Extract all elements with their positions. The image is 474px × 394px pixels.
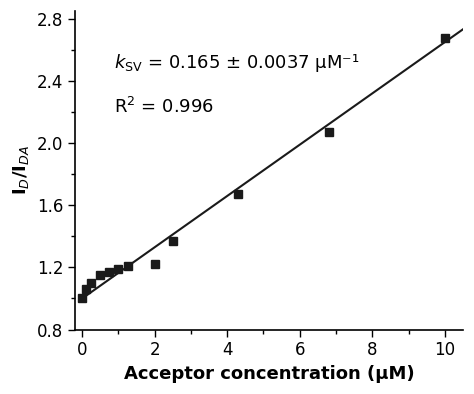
Text: $k_\mathregular{SV}$ = 0.165 ± 0.0037 μM⁻¹: $k_\mathregular{SV}$ = 0.165 ± 0.0037 μM… bbox=[114, 52, 359, 74]
X-axis label: Acceptor concentration (μM): Acceptor concentration (μM) bbox=[124, 365, 414, 383]
Text: R$^2$ = 0.996: R$^2$ = 0.996 bbox=[114, 97, 214, 117]
Y-axis label: I$_D$/I$_{DA}$: I$_D$/I$_{DA}$ bbox=[11, 145, 31, 195]
